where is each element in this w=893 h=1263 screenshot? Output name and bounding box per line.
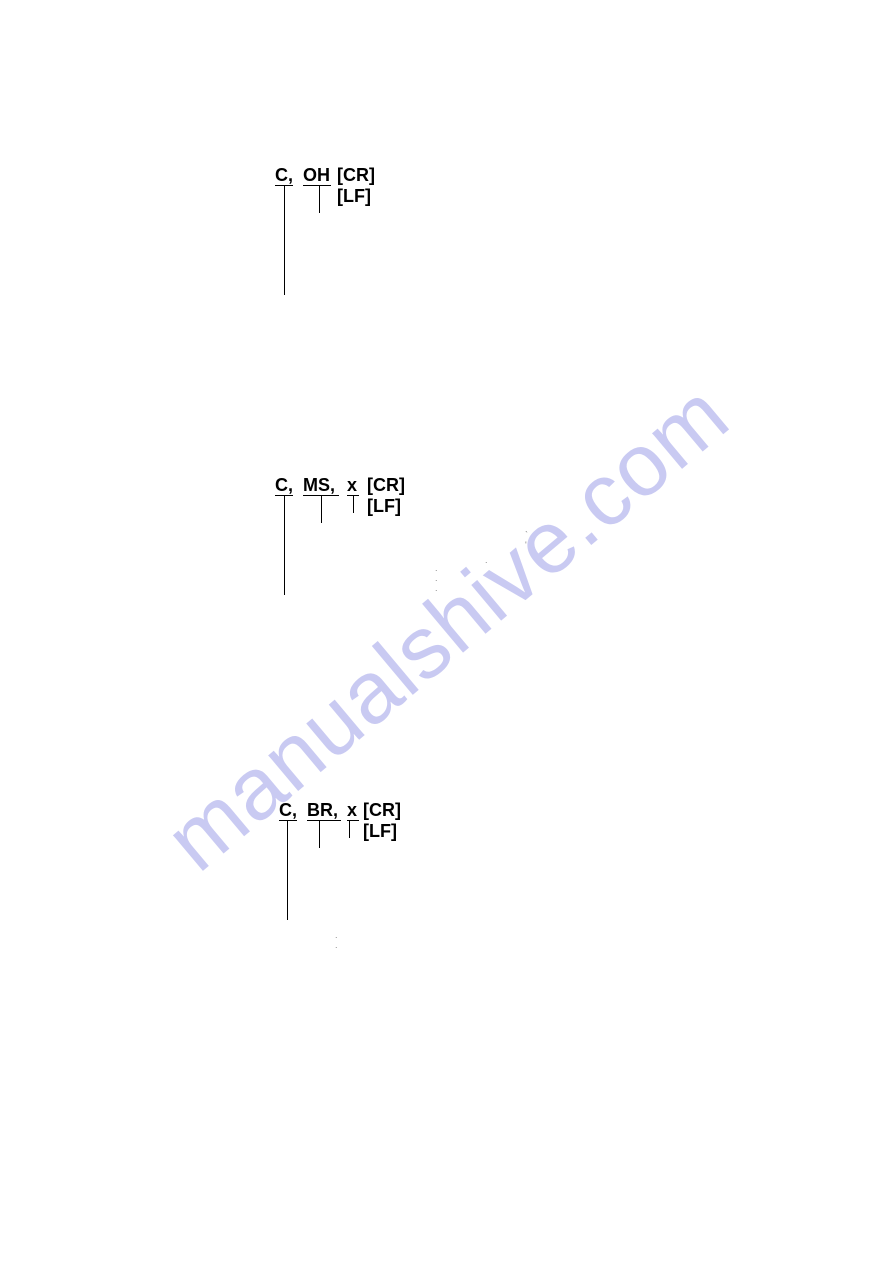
command-block-1: C, OH [CR][LF] [275,165,293,186]
tick-c1-1 [319,185,320,195]
watermark-text: manualshive.com [146,362,748,890]
underline-c3-1 [307,820,341,821]
cmd3-seg3: [CR][LF] [363,800,401,841]
vline-c3-1 [319,820,320,848]
underline-c1-1 [303,185,331,186]
command-block-2: C, MS, x [CR][LF] ` ' . . . . [275,475,293,496]
cmd1-seg1: OH [303,165,330,185]
dots-c3-0: . . [335,930,338,950]
cmd3-seg1: BR, [307,800,338,820]
vline-c1-0 [284,185,285,295]
vline-c2-1 [321,495,322,523]
underline-c3-0 [279,820,297,821]
command-block-3: C, BR, x [CR][LF] . . [275,800,293,821]
cmd1-seg0: C, [275,165,293,185]
cmd2-seg3: [CR][LF] [367,475,405,516]
tick-c1-0 [284,185,285,195]
vline-c2-2 [353,495,354,513]
vline-c3-2 [349,820,350,838]
cmd2-seg2: x [347,475,357,495]
cmd2-seg1: MS, [303,475,335,495]
cmd1-seg2: [CR][LF] [337,165,375,206]
cmd3-seg2: x [347,800,357,820]
command-line-2: C, MS, x [CR][LF] [275,475,293,496]
cmd2-seg0: C, [275,475,293,495]
command-line-1: C, OH [CR][LF] [275,165,293,186]
vline-c3-0 [287,820,288,920]
cmd3-seg0: C, [279,800,297,820]
page-root: manualshive.com C, OH [CR][LF] C, [0,0,893,1263]
vline-c2-0 [284,495,285,595]
command-line-3: C, BR, x [CR][LF] [279,800,297,821]
dots-c2-2: . [485,555,488,565]
dots-c2-1: . . . [435,563,438,593]
dots-c2-0: ` ' [525,530,528,550]
